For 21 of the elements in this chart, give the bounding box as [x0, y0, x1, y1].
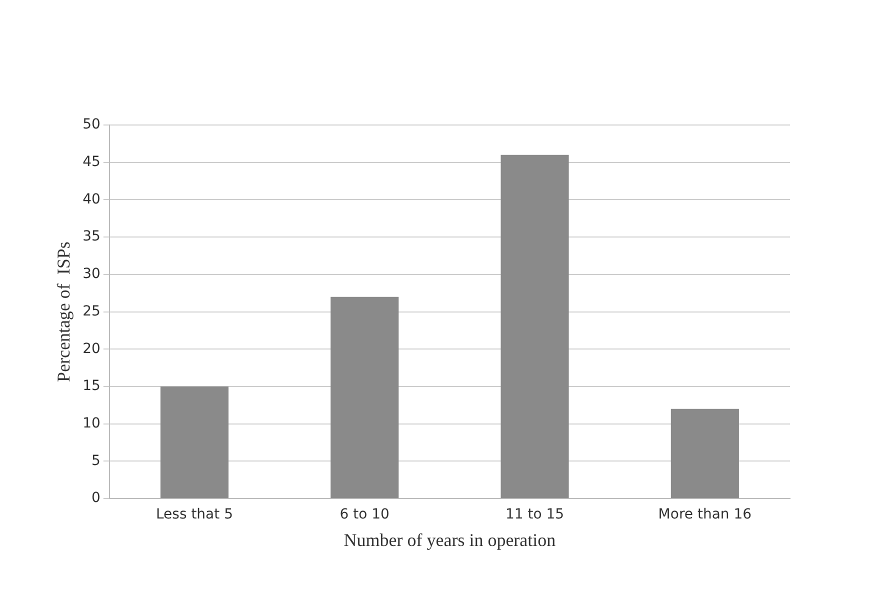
- bar: [500, 154, 569, 498]
- y-tick-label: 20: [82, 340, 100, 357]
- y-tick-label: 30: [82, 266, 100, 282]
- x-axis-title: Number of years in operation: [344, 530, 556, 550]
- y-tick-label: 45: [82, 154, 100, 170]
- bar: [670, 408, 739, 498]
- y-tick-label: 35: [82, 228, 100, 245]
- y-tick-label: 5: [91, 452, 100, 469]
- bar: [330, 296, 399, 498]
- bar: [160, 386, 229, 498]
- y-tick-label: 50: [82, 116, 100, 133]
- y-tick-label: 25: [82, 303, 100, 320]
- x-tick-label: 11 to 15: [505, 506, 564, 523]
- y-axis-title: Percentage of ISPs: [54, 242, 74, 382]
- x-tick-label: 6 to 10: [340, 506, 390, 523]
- y-tick-label: 15: [82, 378, 100, 394]
- y-tick-label: 0: [91, 490, 100, 506]
- y-tick-label: 10: [82, 416, 100, 432]
- y-tick-label: 40: [82, 191, 100, 208]
- x-tick-label: Less that 5: [156, 506, 233, 523]
- x-tick-label: More than 16: [658, 506, 752, 523]
